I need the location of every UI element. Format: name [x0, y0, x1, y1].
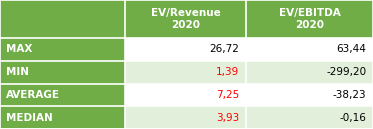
Text: AVERAGE: AVERAGE	[6, 90, 60, 100]
Bar	[246, 106, 373, 129]
Bar	[246, 38, 373, 61]
Text: 3,93: 3,93	[216, 113, 239, 123]
Text: 26,72: 26,72	[210, 44, 239, 54]
Bar	[246, 0, 373, 38]
Bar	[0, 38, 125, 61]
Bar	[0, 106, 125, 129]
Text: MIN: MIN	[6, 67, 29, 77]
Bar	[246, 61, 373, 84]
Bar	[246, 84, 373, 106]
Text: 7,25: 7,25	[216, 90, 239, 100]
Text: MAX: MAX	[6, 44, 32, 54]
Text: -38,23: -38,23	[333, 90, 366, 100]
Text: 63,44: 63,44	[336, 44, 366, 54]
Bar	[0, 61, 125, 84]
Text: 1,39: 1,39	[216, 67, 239, 77]
Bar	[125, 61, 246, 84]
Bar	[125, 84, 246, 106]
Text: EV/Revenue
2020: EV/Revenue 2020	[151, 8, 220, 30]
Text: MEDIAN: MEDIAN	[6, 113, 52, 123]
Bar	[125, 0, 246, 38]
Text: -299,20: -299,20	[326, 67, 366, 77]
Bar	[125, 38, 246, 61]
Bar	[125, 106, 246, 129]
Bar	[0, 84, 125, 106]
Text: -0,16: -0,16	[339, 113, 366, 123]
Text: EV/EBITDA
2020: EV/EBITDA 2020	[279, 8, 341, 30]
Bar	[0, 0, 125, 38]
